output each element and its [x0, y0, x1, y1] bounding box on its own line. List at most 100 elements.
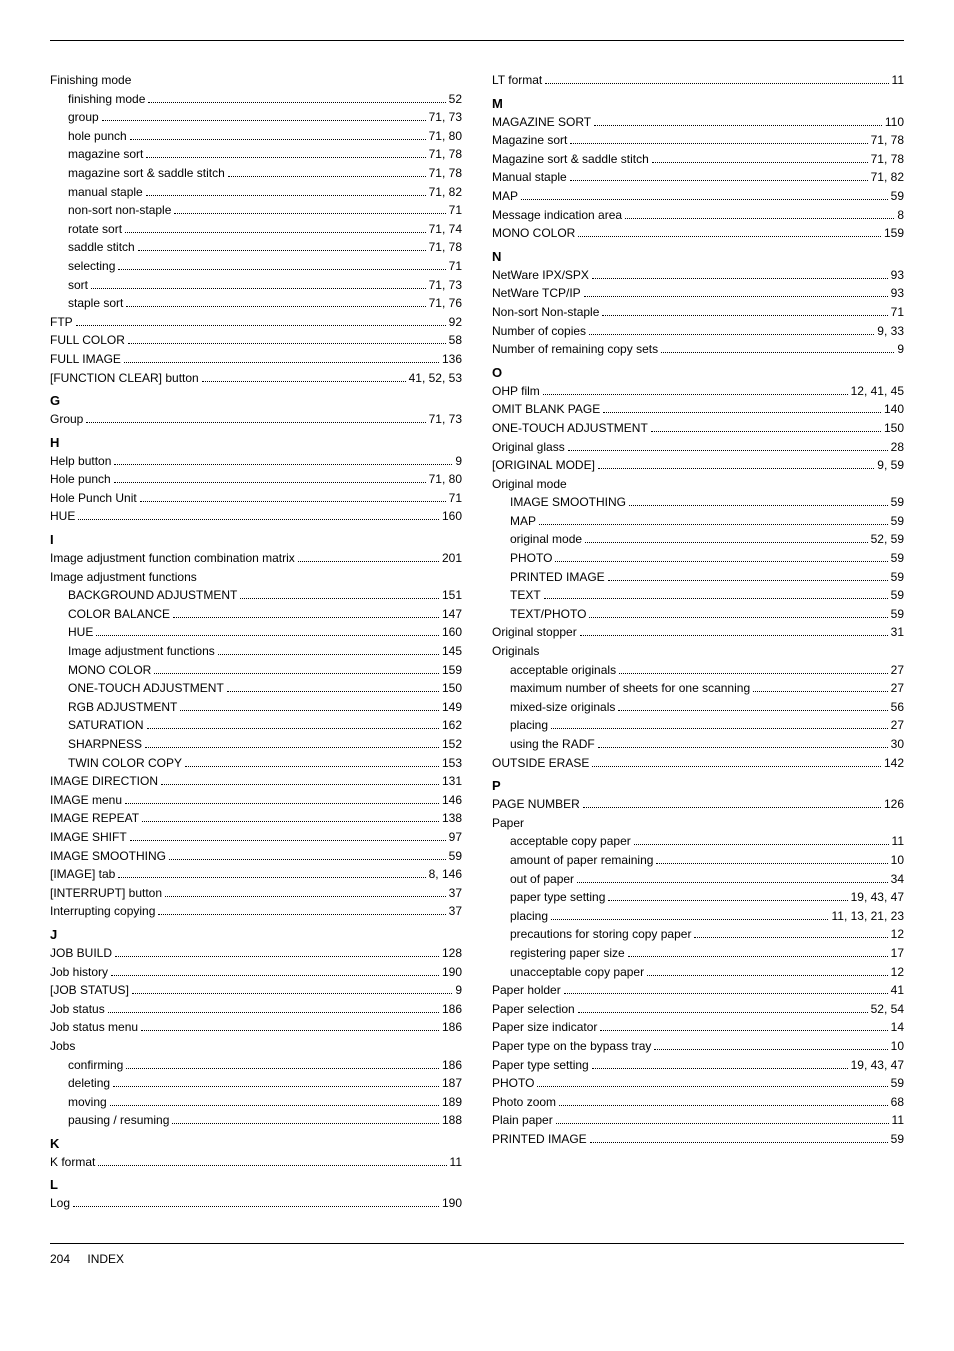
index-entry-label: moving — [68, 1093, 107, 1112]
index-entry-label: original mode — [510, 530, 582, 549]
index-entry-pages: 71, 78 — [871, 131, 904, 150]
index-entry-label: TWIN COLOR COPY — [68, 754, 182, 773]
index-entry-label: RGB ADJUSTMENT — [68, 698, 177, 717]
index-entry-pages: 71, 82 — [429, 183, 462, 202]
index-entry-label: hole punch — [68, 127, 127, 146]
leader-dots — [110, 1105, 439, 1106]
index-entry-pages: 110 — [885, 113, 904, 132]
index-entry: IMAGE SMOOTHING 59 — [50, 847, 462, 866]
leader-dots — [584, 296, 888, 297]
index-entry: paper type setting 19, 43, 47 — [492, 888, 904, 907]
index-entry-label: [IMAGE] tab — [50, 865, 115, 884]
index-entry-pages: 140 — [884, 400, 904, 419]
index-entry-label: Image adjustment functions — [68, 642, 215, 661]
index-entry: OHP film 12, 41, 45 — [492, 382, 904, 401]
leader-dots — [111, 975, 439, 976]
index-entry-pages: 160 — [442, 623, 462, 642]
letter-heading: H — [50, 435, 462, 450]
index-entry-label: Magazine sort — [492, 131, 567, 150]
index-entry: group 71, 73 — [50, 108, 462, 127]
index-entry: Non-sort Non-staple 71 — [492, 303, 904, 322]
index-entry-pages: 190 — [442, 1194, 462, 1213]
leader-dots — [647, 975, 888, 976]
index-entry: OUTSIDE ERASE 142 — [492, 754, 904, 773]
leader-dots — [114, 482, 426, 483]
index-entry: PRINTED IMAGE 59 — [492, 568, 904, 587]
leader-dots — [600, 1030, 887, 1031]
index-entry-label: out of paper — [510, 870, 574, 889]
leader-dots — [598, 747, 888, 748]
index-entry: saddle stitch 71, 78 — [50, 238, 462, 257]
leader-dots — [125, 803, 439, 804]
index-entry-label: SHARPNESS — [68, 735, 142, 754]
index-entry-pages: 71, 78 — [871, 150, 904, 169]
index-entry-label: IMAGE DIRECTION — [50, 772, 158, 791]
index-entry-label: acceptable originals — [510, 661, 616, 680]
index-entry-label: non-sort non-staple — [68, 201, 171, 220]
index-entry-label: acceptable copy paper — [510, 832, 631, 851]
index-entry-label: manual staple — [68, 183, 143, 202]
letter-heading: N — [492, 249, 904, 264]
leader-dots — [521, 199, 888, 200]
index-entry-pages: 188 — [442, 1111, 462, 1130]
index-group-label: Finishing mode — [50, 71, 462, 90]
index-columns: Finishing modefinishing mode 52group 71,… — [50, 41, 904, 1213]
index-entry-pages: 34 — [891, 870, 904, 889]
index-group-label: Originals — [492, 642, 904, 661]
index-entry-label: Paper type setting — [492, 1056, 589, 1075]
index-entry-pages: 128 — [442, 944, 462, 963]
index-entry-pages: 27 — [891, 661, 904, 680]
index-entry-label: IMAGE REPEAT — [50, 809, 139, 828]
index-entry-pages: 149 — [442, 698, 462, 717]
index-entry-pages: 27 — [891, 716, 904, 735]
index-entry-pages: 12 — [891, 963, 904, 982]
index-entry-label: Number of remaining copy sets — [492, 340, 658, 359]
leader-dots — [585, 542, 868, 543]
leader-dots — [619, 673, 888, 674]
index-entry-label: PHOTO — [510, 549, 552, 568]
index-entry-pages: 8 — [897, 206, 904, 225]
index-entry-label: Magazine sort & saddle stitch — [492, 150, 649, 169]
leader-dots — [146, 195, 426, 196]
index-entry-label: Job status — [50, 1000, 105, 1019]
index-entry-label: FULL COLOR — [50, 331, 125, 350]
index-entry: staple sort 71, 76 — [50, 294, 462, 313]
index-entry: MAGAZINE SORT 110 — [492, 113, 904, 132]
leader-dots — [73, 1206, 439, 1207]
leader-dots — [629, 505, 888, 506]
index-entry: Paper size indicator 14 — [492, 1018, 904, 1037]
leader-dots — [568, 450, 888, 451]
index-entry-label: [ORIGINAL MODE] — [492, 456, 595, 475]
index-entry: IMAGE REPEAT 138 — [50, 809, 462, 828]
index-entry: [INTERRUPT] button 37 — [50, 884, 462, 903]
leader-dots — [608, 580, 888, 581]
index-entry-label: [INTERRUPT] button — [50, 884, 162, 903]
leader-dots — [570, 143, 867, 144]
leader-dots — [651, 431, 881, 432]
leader-dots — [76, 325, 446, 326]
leader-dots — [173, 617, 439, 618]
index-entry-pages: 14 — [891, 1018, 904, 1037]
index-entry: finishing mode 52 — [50, 90, 462, 109]
index-entry: MONO COLOR 159 — [492, 224, 904, 243]
leader-dots — [174, 213, 445, 214]
leader-dots — [147, 728, 439, 729]
leader-dots — [589, 334, 874, 335]
index-entry-label: MAP — [492, 187, 518, 206]
index-entry: BACKGROUND ADJUSTMENT 151 — [50, 586, 462, 605]
leader-dots — [124, 362, 439, 363]
index-entry-pages: 162 — [442, 716, 462, 735]
index-entry: Job status menu 186 — [50, 1018, 462, 1037]
index-entry-pages: 136 — [442, 350, 462, 369]
index-entry-label: precautions for storing copy paper — [510, 925, 691, 944]
leader-dots — [98, 1165, 446, 1166]
index-entry-label: IMAGE SHIFT — [50, 828, 127, 847]
index-entry-label: Photo zoom — [492, 1093, 556, 1112]
leader-dots — [625, 218, 894, 219]
index-entry: Image adjustment function combination ma… — [50, 549, 462, 568]
index-entry-pages: 71 — [449, 257, 462, 276]
index-entry: Original stopper 31 — [492, 623, 904, 642]
index-entry: placing 11, 13, 21, 23 — [492, 907, 904, 926]
index-entry-pages: 126 — [884, 795, 904, 814]
index-entry-label: Non-sort Non-staple — [492, 303, 599, 322]
